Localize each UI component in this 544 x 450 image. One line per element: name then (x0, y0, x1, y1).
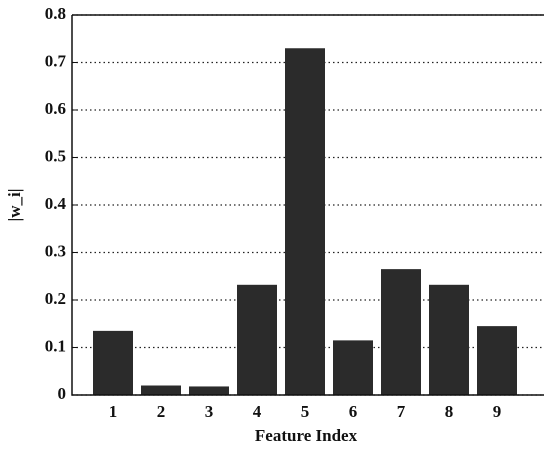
y-tick-label: 0.8 (45, 4, 66, 23)
y-tick-label: 0.1 (45, 336, 66, 355)
x-tick-label: 3 (205, 402, 214, 421)
axes-frame (71, 14, 544, 396)
x-tick-label: 9 (493, 402, 502, 421)
y-tick-label: 0.3 (45, 241, 66, 260)
x-tick-label: 4 (253, 402, 262, 421)
x-axis-label: Feature Index (255, 426, 358, 445)
bar (237, 284, 277, 395)
x-tick-label: 7 (397, 402, 406, 421)
bar (141, 385, 181, 395)
y-tick-label: 0.2 (45, 289, 66, 308)
bar (333, 340, 373, 395)
bar (477, 326, 517, 395)
y-tick-label: 0.4 (45, 194, 67, 213)
y-tick-label: 0.6 (45, 99, 66, 118)
bar (285, 48, 325, 395)
bar (189, 386, 229, 395)
y-axis-label: |w_i| (5, 189, 24, 222)
x-tick-label: 6 (349, 402, 358, 421)
x-tick-label: 5 (301, 402, 310, 421)
bar (93, 330, 133, 395)
x-tick-label: 1 (109, 402, 118, 421)
y-tick-label: 0.7 (45, 51, 67, 70)
bar (381, 269, 421, 395)
y-tick-label: 0 (58, 384, 67, 403)
y-tick-label: 0.5 (45, 146, 66, 165)
x-tick-label: 2 (157, 402, 166, 421)
bar (429, 284, 469, 395)
x-tick-label: 8 (445, 402, 454, 421)
